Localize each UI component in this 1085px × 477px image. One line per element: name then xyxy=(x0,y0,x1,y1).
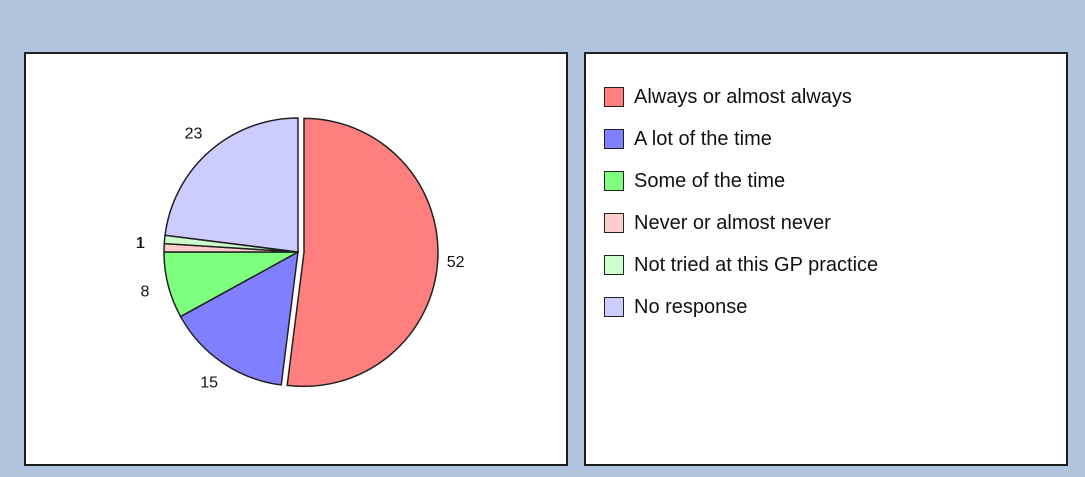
legend-item-never: Never or almost never xyxy=(604,202,878,244)
legend-swatch xyxy=(604,255,624,275)
legend-item-no-response: No response xyxy=(604,286,878,328)
legend-swatch xyxy=(604,87,624,107)
legend-swatch xyxy=(604,297,624,317)
legend-item-a-lot: A lot of the time xyxy=(604,118,878,160)
legend-item-some: Some of the time xyxy=(604,160,878,202)
legend: Always or almost always A lot of the tim… xyxy=(604,76,878,328)
pie-slice-no-response xyxy=(164,117,299,253)
data-label-some: 8 xyxy=(141,283,150,300)
legend-swatch xyxy=(604,213,624,233)
data-label-a-lot: 15 xyxy=(200,375,218,392)
legend-label: Never or almost never xyxy=(634,211,831,234)
pie-slice-always xyxy=(286,117,439,388)
legend-swatch xyxy=(604,171,624,191)
chart-panel: 52 15 8 1 1 23 xyxy=(24,52,568,466)
legend-label: Not tried at this GP practice xyxy=(634,253,879,276)
legend-label: A lot of the time xyxy=(634,127,772,150)
legend-label: Some of the time xyxy=(634,169,786,192)
legend-item-not-tried: Not tried at this GP practice xyxy=(604,244,878,286)
data-label-never: 1 xyxy=(136,235,145,252)
legend-panel: Always or almost always A lot of the tim… xyxy=(584,52,1068,466)
legend-label: No response xyxy=(634,295,748,318)
legend-swatch xyxy=(604,129,624,149)
legend-label: Always or almost always xyxy=(634,85,852,108)
data-label-not-tried: 1 xyxy=(136,235,145,252)
pie-slice-a-lot xyxy=(179,250,299,386)
legend-item-always: Always or almost always xyxy=(604,76,878,118)
data-label-always: 52 xyxy=(447,254,465,271)
data-label-no-response: 23 xyxy=(185,125,203,142)
